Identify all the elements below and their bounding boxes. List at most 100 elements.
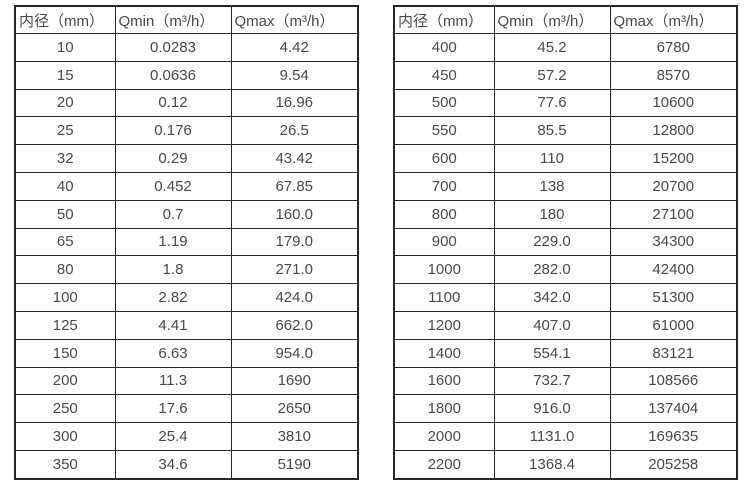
table-row: 125 4.41 662.0	[14, 310, 359, 340]
table-row: 1000 282.0 42400	[393, 255, 738, 285]
table-cell: 20700	[609, 171, 738, 201]
table-cell: 83121	[609, 338, 738, 368]
table-cell: 0.176	[114, 116, 232, 146]
table-header: 内径（mm） Qmin（m³/h） Qmax（m³/h）	[14, 5, 359, 34]
table-cell: 51300	[609, 283, 738, 312]
table-cell: 500	[393, 88, 495, 118]
table-cell: 10600	[609, 88, 738, 118]
table-cell: 110	[493, 144, 611, 173]
table-cell: 25	[14, 116, 116, 146]
table-body: 400 45.2 6780 450 57.2 8570 500 77.6 10600 550 85.…	[393, 33, 738, 480]
table-row: 800 180 27100	[393, 199, 738, 229]
table-cell: 1.19	[114, 227, 232, 257]
column-header: 内径（mm）	[393, 5, 495, 34]
table-row: 1800 916.0 137404	[393, 394, 738, 424]
flow-table-large-diameters: 内径（mm） Qmin（m³/h） Qmax（m³/h） 400 45.2 6780 45…	[393, 5, 738, 480]
table-cell: 77.6	[493, 88, 611, 118]
flow-table-small-diameters: 内径（mm） Qmin（m³/h） Qmax（m³/h） 10 0.0283 4.42 1…	[14, 5, 359, 480]
table-cell: 916.0	[493, 394, 611, 424]
table-cell: 229.0	[493, 227, 611, 257]
table-cell: 16.96	[230, 88, 359, 118]
table-cell: 15200	[609, 144, 738, 173]
table-cell: 9.54	[230, 60, 359, 90]
table-cell: 342.0	[493, 283, 611, 312]
table-cell: 2000	[393, 422, 495, 451]
table-cell: 550	[393, 116, 495, 146]
table-cell: 600	[393, 144, 495, 173]
table-cell: 3810	[230, 422, 359, 451]
table-cell: 108566	[609, 366, 738, 396]
table-cell: 65	[14, 227, 116, 257]
table-cell: 10	[14, 33, 116, 62]
table-cell: 271.0	[230, 255, 359, 285]
column-header: Qmin（m³/h）	[114, 5, 232, 34]
table-cell: 700	[393, 171, 495, 201]
table-cell: 0.7	[114, 199, 232, 229]
table-cell: 4.41	[114, 310, 232, 340]
table-row: 1100 342.0 51300	[393, 283, 738, 312]
table-cell: 554.1	[493, 338, 611, 368]
table-row: 40 0.452 67.85	[14, 171, 359, 201]
table-row: 900 229.0 34300	[393, 227, 738, 257]
table-cell: 6.63	[114, 338, 232, 368]
column-header: Qmin（m³/h）	[493, 5, 611, 34]
table-cell: 0.0283	[114, 33, 232, 62]
table-cell: 0.29	[114, 144, 232, 173]
table-row: 450 57.2 8570	[393, 60, 738, 90]
table-cell: 400	[393, 33, 495, 62]
table-row: 250 17.6 2650	[14, 394, 359, 424]
table-row: 300 25.4 3810	[14, 422, 359, 451]
table-cell: 800	[393, 199, 495, 229]
table-cell: 1600	[393, 366, 495, 396]
table-cell: 8570	[609, 60, 738, 90]
table-cell: 42400	[609, 255, 738, 285]
table-row: 1400 554.1 83121	[393, 338, 738, 368]
table-cell: 32	[14, 144, 116, 173]
table-cell: 0.452	[114, 171, 232, 201]
table-cell: 200	[14, 366, 116, 396]
table-cell: 169635	[609, 422, 738, 451]
table-cell: 138	[493, 171, 611, 201]
table-cell: 732.7	[493, 366, 611, 396]
table-cell: 26.5	[230, 116, 359, 146]
table-body: 10 0.0283 4.42 15 0.0636 9.54 20 0.12 16.96 25 0.1…	[14, 33, 359, 480]
table-cell: 1200	[393, 310, 495, 340]
table-cell: 85.5	[493, 116, 611, 146]
header-row: 内径（mm） Qmin（m³/h） Qmax（m³/h）	[393, 5, 738, 34]
table-row: 500 77.6 10600	[393, 88, 738, 118]
table-cell: 57.2	[493, 60, 611, 90]
table-row: 10 0.0283 4.42	[14, 33, 359, 62]
table-row: 1200 407.0 61000	[393, 310, 738, 340]
table-cell: 450	[393, 60, 495, 90]
table-cell: 137404	[609, 394, 738, 424]
column-header: Qmax（m³/h）	[230, 5, 359, 34]
table-cell: 34300	[609, 227, 738, 257]
table-row: 150 6.63 954.0	[14, 338, 359, 368]
table-cell: 160.0	[230, 199, 359, 229]
table-cell: 0.0636	[114, 60, 232, 90]
table-cell: 1.8	[114, 255, 232, 285]
table-row: 400 45.2 6780	[393, 33, 738, 62]
table-cell: 2.82	[114, 283, 232, 312]
table-row: 32 0.29 43.42	[14, 144, 359, 173]
table-cell: 407.0	[493, 310, 611, 340]
table-cell: 300	[14, 422, 116, 451]
table-cell: 80	[14, 255, 116, 285]
table-header: 内径（mm） Qmin（m³/h） Qmax（m³/h）	[393, 5, 738, 34]
table-row: 65 1.19 179.0	[14, 227, 359, 257]
column-header: 内径（mm）	[14, 5, 116, 34]
table-cell: 282.0	[493, 255, 611, 285]
table-row: 200 11.3 1690	[14, 366, 359, 396]
table-row: 100 2.82 424.0	[14, 283, 359, 312]
table-cell: 27100	[609, 199, 738, 229]
table-cell: 900	[393, 227, 495, 257]
table-row: 1600 732.7 108566	[393, 366, 738, 396]
table-row: 700 138 20700	[393, 171, 738, 201]
table-row: 80 1.8 271.0	[14, 255, 359, 285]
table-cell: 205258	[609, 449, 738, 480]
table-cell: 150	[14, 338, 116, 368]
table-cell: 40	[14, 171, 116, 201]
table-cell: 0.12	[114, 88, 232, 118]
table-row: 2000 1131.0 169635	[393, 422, 738, 451]
